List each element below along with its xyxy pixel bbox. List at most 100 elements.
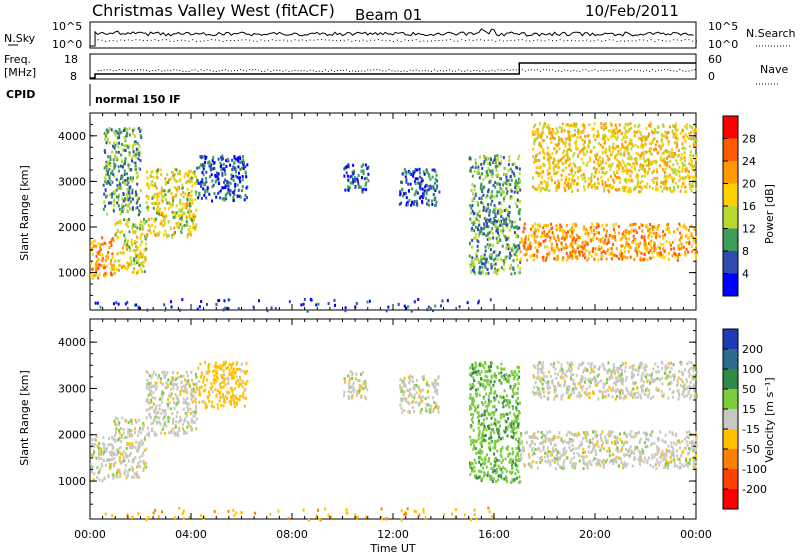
- data-cell: [491, 243, 494, 247]
- data-cell: [130, 444, 133, 448]
- data-cell: [517, 270, 520, 274]
- data-cell: [159, 212, 162, 216]
- data-cell: [148, 433, 151, 437]
- data-cell: [494, 215, 497, 219]
- nave-dot: [682, 70, 684, 72]
- data-cell: [652, 180, 655, 184]
- data-cell: [600, 257, 603, 261]
- data-cell: [622, 135, 625, 139]
- data-cell: [633, 165, 636, 169]
- data-cell: [581, 250, 584, 254]
- data-cell: [142, 264, 145, 268]
- nsearch-dot: [150, 39, 152, 41]
- data-cell: [592, 127, 595, 131]
- data-cell: [501, 244, 504, 248]
- data-cell: [93, 438, 96, 442]
- data-cell: [178, 201, 181, 205]
- data-cell: [679, 231, 682, 235]
- data-cell: [617, 145, 620, 149]
- data-cell: [127, 146, 130, 150]
- data-cell: [564, 141, 567, 145]
- data-cell: [204, 360, 207, 364]
- data-cell: [510, 272, 513, 276]
- nsearch-dot: [177, 39, 179, 41]
- nsearch-dot: [548, 39, 550, 41]
- data-cell: [572, 228, 575, 232]
- nave-dot: [442, 70, 444, 72]
- data-cell: [146, 378, 149, 382]
- data-cell: [496, 182, 499, 186]
- data-cell: [655, 161, 658, 165]
- data-cell: [521, 239, 524, 243]
- data-cell: [664, 233, 667, 237]
- data-cell: [484, 262, 487, 266]
- data-cell: [582, 143, 585, 147]
- data-cell: [183, 175, 186, 179]
- nave-dot: [685, 70, 687, 72]
- data-cell: [150, 376, 153, 380]
- data-cell: [642, 153, 645, 157]
- data-cell: [215, 394, 218, 398]
- data-cell: [547, 171, 550, 175]
- data-cell: [561, 122, 564, 126]
- data-cell: [156, 411, 159, 415]
- data-cell: [546, 183, 549, 187]
- data-cell: [469, 217, 472, 221]
- data-cell: [148, 225, 151, 229]
- data-cell: [695, 139, 698, 143]
- data-cell: [135, 192, 138, 196]
- data-cell: [164, 207, 167, 211]
- data-cell: [162, 425, 165, 429]
- nave-dot: [255, 69, 257, 71]
- data-cell: [149, 231, 152, 235]
- data-cell: [351, 371, 354, 375]
- data-cell: [179, 389, 182, 393]
- data-cell: [193, 182, 196, 186]
- data-cell: [562, 258, 565, 262]
- nsearch-dot: [597, 39, 599, 41]
- data-cell: [163, 431, 166, 435]
- data-cell: [552, 161, 555, 165]
- data-cell: [181, 218, 184, 222]
- data-cell: [629, 190, 632, 194]
- data-cell: [246, 369, 249, 373]
- data-cell: [97, 276, 100, 280]
- data-cell: [585, 163, 588, 167]
- data-cell: [137, 260, 140, 264]
- data-cell: [146, 170, 149, 174]
- data-cell: [506, 412, 509, 416]
- nsky-panel: [89, 21, 697, 49]
- data-cell: [226, 390, 229, 394]
- data-cell: [688, 162, 691, 166]
- data-cell: [604, 181, 607, 185]
- data-cell: [488, 424, 491, 428]
- freq-panel: [89, 53, 697, 80]
- nsearch-dot: [324, 39, 326, 41]
- data-cell: [556, 254, 559, 258]
- data-cell: [407, 182, 410, 186]
- data-cell: [608, 190, 611, 194]
- data-cell: [158, 416, 161, 420]
- data-cell: [571, 190, 574, 194]
- data-cell: [514, 455, 517, 459]
- data-cell: [112, 239, 115, 243]
- data-cell: [209, 386, 212, 390]
- data-cell: [651, 225, 654, 229]
- data-cell: [670, 176, 673, 180]
- data-cell: [583, 140, 586, 144]
- data-cell: [200, 180, 203, 184]
- data-cell: [412, 174, 415, 178]
- data-cell: [137, 464, 140, 468]
- data-cell: [408, 171, 411, 175]
- data-cell: [347, 178, 350, 182]
- data-cell: [155, 381, 158, 385]
- data-cell: [131, 446, 134, 450]
- data-cell: [121, 251, 124, 255]
- data-cell: [625, 237, 628, 241]
- data-cell: [239, 368, 242, 372]
- data-cell: [665, 240, 668, 244]
- data-cell: [409, 387, 412, 391]
- data-cell: [114, 129, 117, 133]
- data-cell: [110, 267, 113, 271]
- data-cell: [534, 130, 537, 134]
